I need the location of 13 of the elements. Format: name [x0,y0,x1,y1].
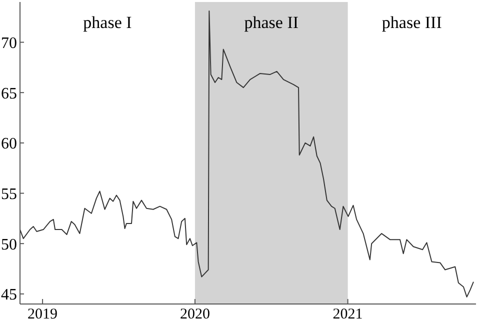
annotation: phase I [83,13,132,32]
x-tick-label: 2021 [332,306,363,321]
y-tick-label: 60 [1,136,17,153]
y-tick-label: 65 [1,85,17,102]
y-tick-label: 70 [1,34,17,52]
y-tick-label: 55 [1,186,17,203]
annotation: phase III [382,13,442,32]
band-label: phase II [244,13,299,32]
x-tick-label: 2020 [180,306,210,321]
y-tick-label: 50 [1,236,17,254]
line-series [20,10,474,298]
x-tick-label: 2019 [28,306,58,321]
y-tick-label: 45 [1,286,17,304]
